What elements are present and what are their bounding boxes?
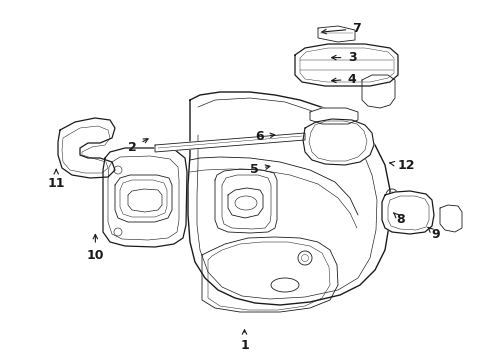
Text: 4: 4: [331, 73, 356, 86]
Text: 12: 12: [389, 159, 414, 172]
Polygon shape: [294, 44, 397, 86]
Text: 10: 10: [86, 234, 104, 262]
Text: 8: 8: [393, 213, 405, 226]
Text: 2: 2: [127, 139, 148, 154]
Text: 5: 5: [249, 163, 269, 176]
Polygon shape: [317, 26, 354, 42]
Text: 9: 9: [427, 228, 439, 240]
Polygon shape: [155, 133, 305, 152]
Polygon shape: [381, 191, 433, 234]
Text: 3: 3: [331, 51, 356, 64]
Polygon shape: [361, 75, 394, 108]
Polygon shape: [303, 119, 373, 165]
Polygon shape: [215, 169, 276, 233]
Text: 7: 7: [321, 22, 361, 35]
Polygon shape: [103, 148, 186, 247]
Polygon shape: [115, 175, 172, 222]
Polygon shape: [58, 118, 115, 178]
Polygon shape: [439, 205, 461, 232]
Polygon shape: [128, 189, 162, 212]
Polygon shape: [227, 188, 263, 218]
Text: 6: 6: [254, 130, 274, 143]
Text: 11: 11: [47, 170, 65, 190]
Polygon shape: [187, 92, 389, 305]
Polygon shape: [309, 108, 357, 124]
Text: 1: 1: [240, 330, 248, 352]
